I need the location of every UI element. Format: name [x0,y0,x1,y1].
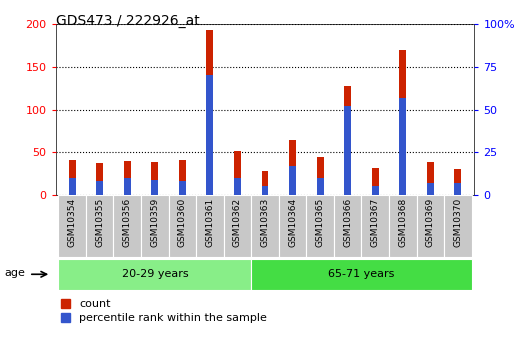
Bar [234,178,241,195]
Bar [289,166,296,195]
Bar [444,195,472,257]
Bar [399,98,406,195]
Text: GSM10365: GSM10365 [315,198,324,247]
Bar [96,181,103,195]
Text: GSM10354: GSM10354 [68,198,77,247]
Bar [58,259,251,290]
Bar [262,171,268,195]
Bar [141,195,169,257]
Bar [306,195,334,257]
Text: GSM10356: GSM10356 [123,198,132,247]
Bar [361,195,389,257]
Bar [58,195,86,257]
Bar [372,186,378,195]
Text: GSM10370: GSM10370 [453,198,462,247]
Bar [86,195,113,257]
Legend: count, percentile rank within the sample: count, percentile rank within the sample [61,299,267,323]
Bar [334,195,361,257]
Text: GDS473 / 222926_at: GDS473 / 222926_at [56,14,199,28]
Bar [234,150,241,195]
Bar [179,181,186,195]
Bar [454,169,461,195]
Text: GSM10362: GSM10362 [233,198,242,247]
Bar [179,160,186,195]
Bar [427,183,434,195]
Bar [399,50,406,195]
Bar [69,178,76,195]
Text: GSM10366: GSM10366 [343,198,352,247]
Bar [251,259,472,290]
Text: 20-29 years: 20-29 years [121,269,188,279]
Bar [124,161,131,195]
Bar [289,140,296,195]
Text: GSM10363: GSM10363 [261,198,269,247]
Bar [251,195,279,257]
Bar [417,195,444,257]
Bar [152,161,158,195]
Bar [316,157,323,195]
Bar [344,106,351,195]
Text: 65-71 years: 65-71 years [328,269,395,279]
Bar [389,195,417,257]
Text: GSM10369: GSM10369 [426,198,435,247]
Bar [169,195,196,257]
Bar [207,30,214,195]
Bar [316,178,323,195]
Bar [372,168,378,195]
Bar [113,195,141,257]
Bar [207,76,214,195]
Bar [224,195,251,257]
Bar [262,186,268,195]
Text: GSM10364: GSM10364 [288,198,297,247]
Text: GSM10367: GSM10367 [370,198,379,247]
Bar [124,178,131,195]
Text: GSM10360: GSM10360 [178,198,187,247]
Bar [196,195,224,257]
Text: GSM10368: GSM10368 [398,198,407,247]
Text: GSM10359: GSM10359 [151,198,160,247]
Text: GSM10361: GSM10361 [206,198,215,247]
Bar [69,160,76,195]
Bar [344,86,351,195]
Bar [279,195,306,257]
Text: GSM10355: GSM10355 [95,198,104,247]
Bar [152,179,158,195]
Bar [96,163,103,195]
Bar [454,183,461,195]
Text: age: age [4,268,25,278]
Bar [427,162,434,195]
